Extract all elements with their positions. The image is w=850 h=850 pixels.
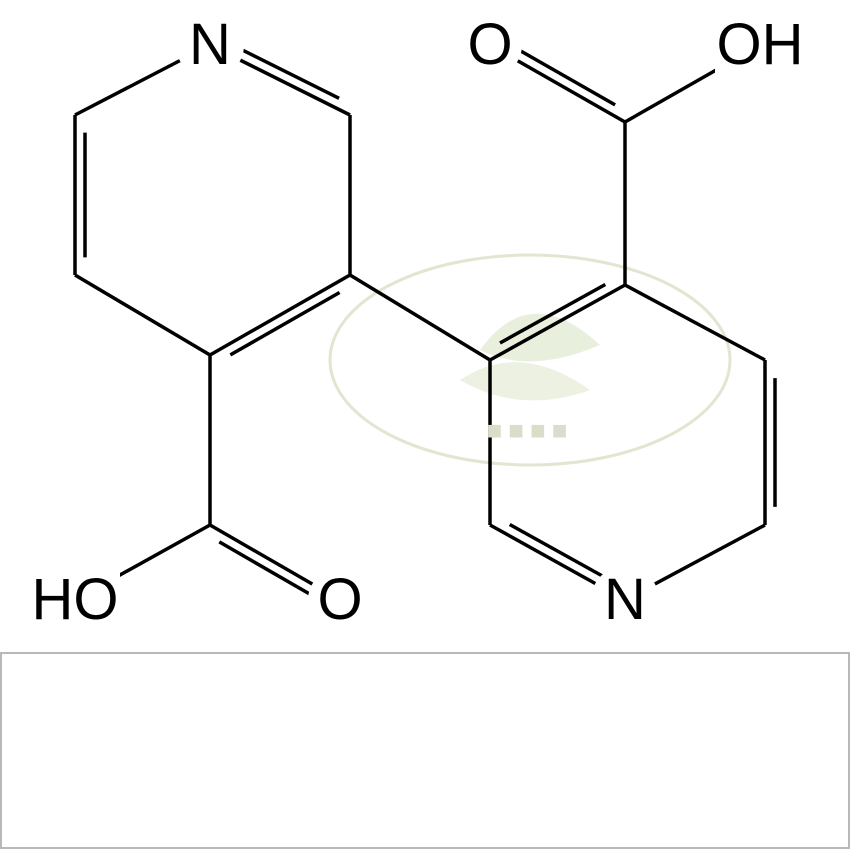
atom-label-O_top: O <box>467 16 512 74</box>
atom-label-O_bottom: O <box>317 571 362 629</box>
atom-label-ringB-n3: N <box>604 571 646 629</box>
bonds-group <box>75 44 775 601</box>
chemical-structure-canvas: ■■■■NNHOOHOO <box>0 0 850 850</box>
watermark <box>330 255 730 465</box>
label-masks <box>30 11 805 634</box>
atom-label-cooh_bottom-oH: HO <box>32 571 119 629</box>
panel-frame <box>1 653 849 848</box>
structure-svg <box>0 0 850 850</box>
atom-label-ringA-n6: N <box>189 16 231 74</box>
atom-label-cooh_top-oH: OH <box>717 16 804 74</box>
